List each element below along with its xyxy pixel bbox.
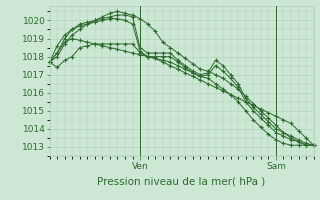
- X-axis label: Pression niveau de la mer( hPa ): Pression niveau de la mer( hPa ): [98, 176, 266, 186]
